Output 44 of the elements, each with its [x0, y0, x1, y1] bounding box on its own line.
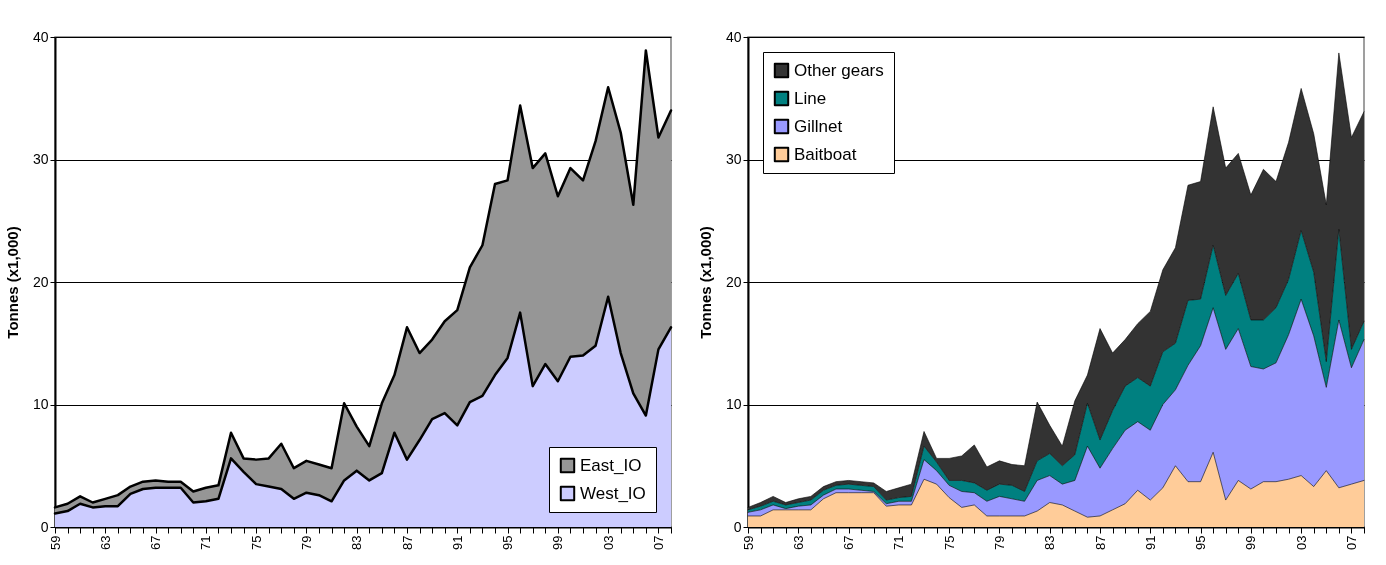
y-tick-label: 10: [32, 396, 49, 412]
x-tick-label: 63: [97, 535, 113, 550]
y-tick-label: 10: [725, 396, 742, 412]
y-tick-label: 40: [32, 28, 49, 45]
x-tick-label: 07: [1343, 535, 1359, 550]
x-tick-label: 83: [349, 535, 365, 550]
y-tick-label: 0: [40, 518, 49, 535]
legend-label: Other gears: [794, 60, 884, 80]
x-tick-label: 67: [148, 535, 164, 550]
x-tick-label: 63: [790, 535, 806, 550]
x-tick-label: 87: [399, 535, 415, 550]
y-tick-label: 0: [733, 518, 742, 535]
legend-label: West_IO: [580, 483, 646, 503]
x-tick-label: 87: [1092, 535, 1108, 550]
x-tick-label: 71: [891, 535, 907, 550]
y-tick-label: 40: [725, 28, 742, 45]
x-tick-label: 83: [1042, 535, 1058, 550]
legend-label: Baitboat: [794, 144, 857, 164]
x-tick-label: 03: [1293, 535, 1309, 550]
x-tick-label: 91: [1142, 535, 1158, 550]
x-tick-label: 91: [449, 535, 465, 550]
x-tick-label: 59: [740, 535, 756, 550]
y-tick-label: 20: [32, 273, 49, 290]
x-tick-label: 07: [650, 535, 666, 550]
y-tick-label: 30: [725, 151, 742, 167]
x-tick-label: 99: [550, 535, 566, 550]
y-tick-label: 20: [725, 273, 742, 290]
y-axis-title: Tonnes (x1,000): [3, 226, 21, 339]
legend-label: Gillnet: [794, 116, 843, 136]
x-tick-label: 79: [298, 535, 314, 550]
x-tick-label: 79: [991, 535, 1007, 550]
legend-label: Line: [794, 88, 827, 108]
y-axis-title: Tonnes (x1,000): [696, 226, 714, 339]
x-tick-label: 71: [198, 535, 214, 550]
y-tick-label: 30: [32, 151, 49, 167]
x-tick-label: 95: [500, 535, 516, 550]
x-tick-label: 59: [47, 535, 63, 550]
x-tick-label: 99: [1243, 535, 1259, 550]
x-tick-label: 67: [841, 535, 857, 550]
x-tick-label: 03: [600, 535, 616, 550]
x-tick-label: 75: [941, 535, 957, 550]
x-tick-label: 75: [248, 535, 264, 550]
legend-label: East_IO: [580, 455, 642, 475]
x-tick-label: 95: [1193, 535, 1209, 550]
